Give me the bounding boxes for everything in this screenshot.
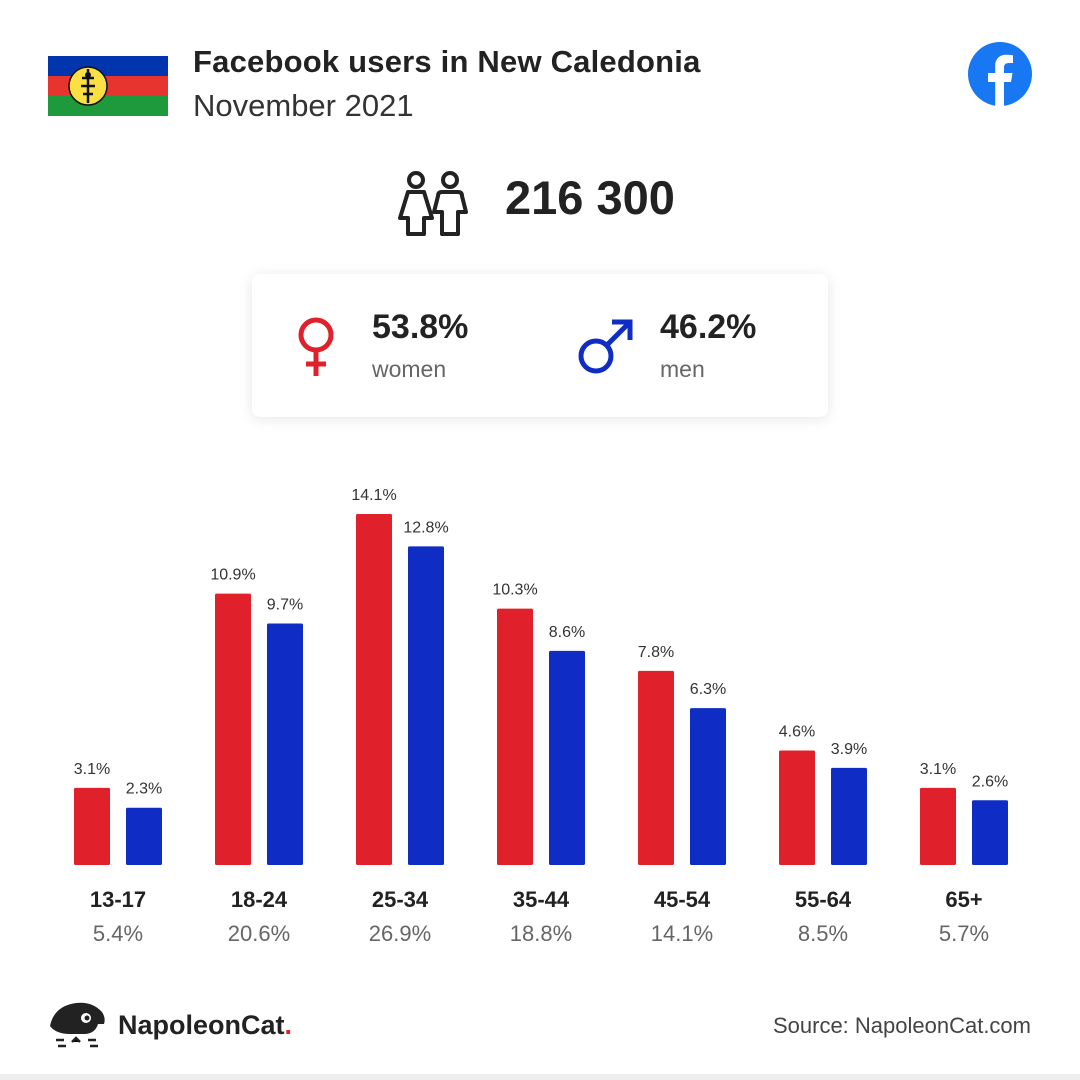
- bar-value-label: 2.6%: [972, 773, 1008, 790]
- bar-value-label: 12.8%: [403, 519, 448, 536]
- facebook-icon: [968, 42, 1032, 106]
- bar-women-18-24: [215, 593, 251, 865]
- bar-value-label: 10.3%: [492, 582, 537, 599]
- category-total-label: 14.1%: [651, 921, 713, 946]
- gender-summary-card: 53.8% women 46.2% men: [252, 274, 828, 417]
- bar-men-13-17: [126, 807, 162, 865]
- bar-men-45-54: [690, 708, 726, 865]
- category-label: 45-54: [654, 887, 711, 912]
- new-caledonia-flag-icon: [48, 56, 168, 116]
- bar-value-label: 7.8%: [638, 644, 674, 661]
- category-total-label: 26.9%: [369, 921, 431, 946]
- bar-value-label: 4.6%: [779, 723, 815, 740]
- bar-value-label: 14.1%: [351, 487, 396, 504]
- bar-men-25-34: [408, 546, 444, 865]
- bar-value-label: 8.6%: [549, 624, 585, 641]
- users-icon: [398, 171, 468, 236]
- category-total-label: 5.7%: [939, 921, 989, 946]
- age-gender-bar-chart: 3.1% 2.3% 13-17 5.4% 10.9% 9.7% 18-24 20.6% 14.1…: [74, 487, 1008, 946]
- bar-value-label: 6.3%: [690, 681, 726, 698]
- bar-men-18-24: [267, 623, 303, 865]
- bar-women-25-34: [356, 514, 392, 865]
- category-label: 55-64: [795, 887, 852, 912]
- category-total-label: 18.8%: [510, 921, 572, 946]
- bottom-divider: [0, 1074, 1080, 1080]
- bar-value-label: 10.9%: [210, 567, 255, 584]
- bar-value-label: 3.1%: [74, 761, 110, 778]
- bar-men-65+: [972, 800, 1008, 865]
- category-total-label: 20.6%: [228, 921, 290, 946]
- bar-value-label: 9.7%: [267, 597, 303, 614]
- bar-women-55-64: [779, 750, 815, 865]
- category-label: 18-24: [231, 887, 288, 912]
- brand-name: NapoleonCat.: [118, 1010, 292, 1041]
- bar-women-35-44: [497, 608, 533, 865]
- bar-value-label: 3.1%: [920, 761, 956, 778]
- bar-men-35-44: [549, 650, 585, 865]
- male-symbol-icon: [578, 319, 633, 374]
- brand-dot: .: [284, 1010, 293, 1040]
- category-total-label: 5.4%: [93, 921, 143, 946]
- page-subtitle: November 2021: [193, 88, 414, 123]
- page-title: Facebook users in New Caledonia: [193, 44, 701, 79]
- men-label: men: [660, 356, 705, 382]
- category-label: 13-17: [90, 887, 146, 912]
- women-label: women: [372, 356, 447, 382]
- category-label: 25-34: [372, 887, 429, 912]
- men-percentage: 46.2%: [660, 308, 757, 346]
- bar-women-45-54: [638, 670, 674, 865]
- napoleoncat-logo-icon: [50, 1002, 105, 1048]
- bar-women-65+: [920, 787, 956, 865]
- category-label: 35-44: [513, 887, 570, 912]
- bar-value-label: 3.9%: [831, 741, 867, 758]
- bar-men-55-64: [831, 767, 867, 865]
- bar-women-13-17: [74, 787, 110, 865]
- brand-name-text: NapoleonCat: [118, 1010, 285, 1040]
- category-total-label: 8.5%: [798, 921, 848, 946]
- bar-value-label: 2.3%: [126, 781, 162, 798]
- source-credit: Source: NapoleonCat.com: [772, 1013, 1031, 1038]
- category-label: 65+: [945, 887, 982, 912]
- female-symbol-icon: [298, 317, 334, 376]
- women-percentage: 53.8%: [372, 308, 469, 346]
- total-users: 216 300: [505, 171, 675, 224]
